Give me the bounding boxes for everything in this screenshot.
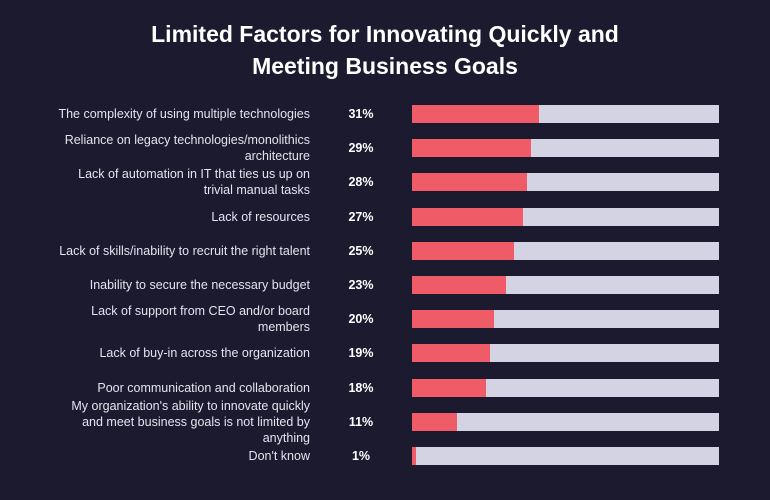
title-wrap: Limited Factors for Innovating Quickly a…	[0, 18, 770, 82]
bar	[412, 310, 494, 329]
category-label: Reliance on legacy technologies/monolith…	[64, 133, 310, 164]
value-label: 31%	[348, 107, 374, 121]
value-label: 23%	[348, 278, 374, 292]
bar	[412, 344, 490, 363]
category-label: Lack of buy-in across the organization	[99, 346, 310, 361]
bar	[412, 207, 523, 226]
category-label: Lack of automation in IT that ties us up…	[78, 167, 310, 198]
bar-row: Lack of buy-in across the organization 19…	[0, 336, 770, 370]
bar-track	[412, 412, 719, 431]
value-label: 27%	[348, 209, 374, 224]
bar	[412, 447, 417, 465]
bar-row: Lack of support from CEO and/or board me…	[0, 302, 770, 336]
bar-track	[412, 310, 719, 329]
bar-track	[412, 139, 719, 158]
bar-row: Lack of skills/inability to recruit the …	[0, 234, 770, 268]
value-label: 25%	[348, 243, 374, 258]
bar	[412, 378, 486, 397]
bar-row: Inability to secure the necessary budget…	[0, 268, 770, 302]
category-label: Lack of resources	[211, 209, 310, 224]
category-label: Inability to secure the necessary budget	[89, 278, 310, 292]
bar-track	[412, 344, 719, 363]
bar	[412, 241, 515, 260]
category-label: Poor communication and collaboration	[97, 380, 310, 395]
bar-track	[412, 173, 719, 192]
category-label: My organization's ability to innovate qu…	[71, 398, 310, 445]
bar-track	[412, 207, 719, 226]
bar-track	[412, 378, 719, 397]
value-label: 1%	[351, 449, 371, 463]
bar-row: Lack of automation in IT that ties us up…	[0, 165, 770, 199]
bar-row: Lack of resources 27%	[0, 200, 770, 234]
bar-row: Reliance on legacy technologies/monolith…	[0, 131, 770, 165]
category-label: The complexity of using multiple technol…	[58, 107, 310, 121]
bar	[412, 173, 527, 192]
value-label: 18%	[348, 380, 374, 395]
bar-row: My organization's ability to innovate qu…	[0, 399, 770, 445]
bar-row: Don't know 1%	[0, 439, 770, 473]
bar-row: The complexity of using multiple technol…	[0, 97, 770, 131]
bar	[412, 412, 458, 431]
value-label: 19%	[348, 346, 374, 361]
bar	[412, 105, 539, 123]
bar-track	[412, 447, 719, 465]
value-label: 29%	[348, 141, 374, 156]
bar-row: Poor communication and collaboration 18%	[0, 371, 770, 405]
bar-track	[412, 276, 719, 294]
category-label: Lack of support from CEO and/or board me…	[91, 304, 310, 335]
chart-title: Limited Factors for Innovating Quickly a…	[151, 21, 619, 79]
value-label: 11%	[348, 414, 374, 429]
bar	[412, 139, 531, 158]
category-label: Don't know	[248, 449, 310, 463]
bar	[412, 276, 507, 294]
bar-track	[412, 105, 719, 123]
bar-track	[412, 241, 719, 260]
category-label: Lack of skills/inability to recruit the …	[59, 243, 310, 258]
value-label: 20%	[348, 312, 374, 327]
value-label: 28%	[348, 175, 374, 190]
